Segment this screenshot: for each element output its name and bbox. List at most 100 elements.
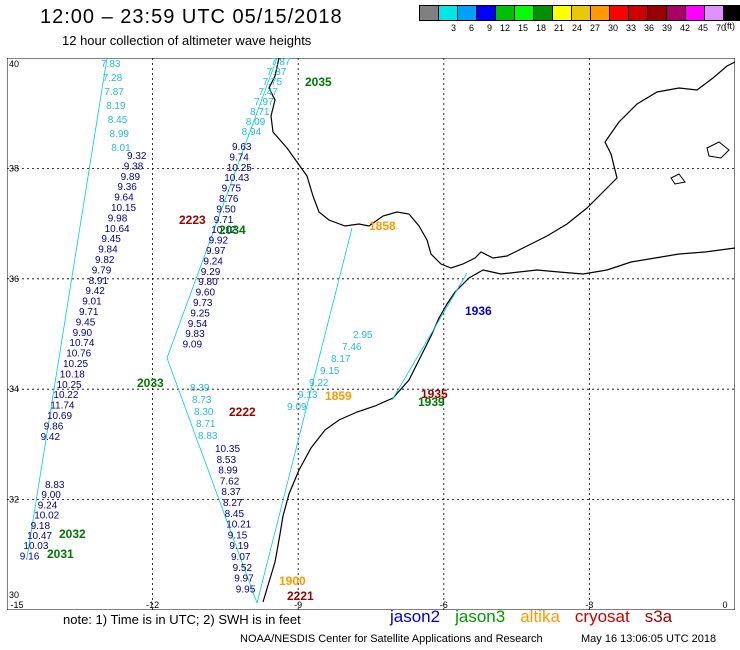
wave-height-value: 8.53 <box>217 455 237 466</box>
pass-time-label: 2033 <box>137 376 164 390</box>
wave-height-value: 9.95 <box>236 584 256 595</box>
legend-label: 15 <box>517 23 528 33</box>
wave-height-value: 7.62 <box>220 476 240 487</box>
legend-swatch <box>590 5 610 21</box>
wave-height-value: 10.25 <box>227 163 252 174</box>
wave-height-value: 10.43 <box>224 173 249 184</box>
wave-height-value: 9.90 <box>73 328 93 339</box>
wave-height-value: 7.46 <box>342 342 362 353</box>
wave-height-value: 10.76 <box>66 349 91 360</box>
legend-swatch <box>628 5 648 21</box>
lon-tick-label: -3 <box>585 600 593 610</box>
wave-height-value: 9.15 <box>228 530 248 541</box>
wave-height-value: 9.97 <box>206 246 226 257</box>
wave-height-value: 9.25 <box>190 308 210 319</box>
lat-tick-label: 34 <box>9 384 19 394</box>
legend-swatch <box>571 5 591 21</box>
wave-height-value: 11.74 <box>50 401 75 412</box>
legend-swatch <box>723 5 740 21</box>
legend-swatch <box>419 5 439 21</box>
wave-height-value: 9.16 <box>20 551 40 562</box>
wave-height-value: 9.18 <box>31 521 51 532</box>
legend-swatch <box>438 5 458 21</box>
wave-height-value: 10.02 <box>34 511 59 522</box>
morocco-coastline <box>262 269 484 603</box>
north-africa-coast <box>482 247 735 275</box>
legend-label: 45 <box>697 23 708 33</box>
wave-height-value: 8.83 <box>45 480 65 491</box>
wave-height-value: 7.47 <box>258 87 278 98</box>
altimeter-track <box>391 272 468 401</box>
lon-tick-label: -9 <box>294 600 302 610</box>
lon-tick-label: 0 <box>722 600 727 610</box>
legend-swatch <box>552 5 572 21</box>
lat-tick-label: 40 <box>9 59 19 69</box>
wave-height-value: 9.89 <box>121 172 141 183</box>
wave-height-value: 9.75 <box>222 184 242 195</box>
lon-tick-label: -12 <box>146 600 159 610</box>
wave-height-value: 10.25 <box>63 359 88 370</box>
wave-height-value: 9.60 <box>196 288 216 299</box>
legend-swatch <box>685 5 705 21</box>
wave-height-value: 7.87 <box>104 87 124 98</box>
legend-swatch <box>704 5 724 21</box>
wave-height-value: 9.92 <box>209 236 229 247</box>
legend-label: 9 <box>486 23 492 33</box>
wave-height-value: 9.45 <box>76 317 96 328</box>
wave-height-value: 7.97 <box>254 97 274 108</box>
credit-line: NOAA/NESDIS Center for Satellite Applica… <box>240 633 543 645</box>
wave-height-value: 9.36 <box>117 182 137 193</box>
wave-height-value: 9.42 <box>41 432 61 443</box>
wave-height-value: 9.01 <box>82 297 102 308</box>
map-frame <box>7 58 735 610</box>
pass-time-label: 1936 <box>465 304 492 318</box>
wave-height-value: 9.71 <box>214 215 234 226</box>
wave-height-value: 9.98 <box>108 213 128 224</box>
legend-unit: (ft) <box>724 21 735 31</box>
axis-labels: -15 -12 -9 -6 -3 0 40 38 36 34 32 30 <box>9 59 728 610</box>
wave-height-value: 10.35 <box>215 444 240 455</box>
wave-height-value: 9.82 <box>95 255 115 266</box>
wave-height-value: 9.45 <box>101 234 121 245</box>
lon-tick-label: -15 <box>10 600 23 610</box>
legend-swatch <box>457 5 477 21</box>
wave-height-value: 9.09 <box>183 340 203 351</box>
map-title: 12:00 – 23:59 UTC 05/15/2018 <box>40 6 343 28</box>
wave-height-value: 10.21 <box>226 520 251 531</box>
legend-swatch <box>647 5 667 21</box>
legend-label: 70 <box>715 23 726 33</box>
pass-time-label: 2223 <box>179 213 206 227</box>
map-subtitle: 12 hour collection of altimeter wave hei… <box>62 33 312 48</box>
wave-height-value: 9.74 <box>229 152 249 163</box>
legend-swatch <box>476 5 496 21</box>
wave-height-value: 9.86 <box>44 421 64 432</box>
wave-height-value: 9.07 <box>231 552 251 563</box>
satellite-altika: altika <box>520 607 560 626</box>
legend-swatch <box>666 5 686 21</box>
wave-height-value: 9.79 <box>92 265 112 276</box>
legend-label: 21 <box>553 23 564 33</box>
legend-label: 6 <box>468 23 474 33</box>
wave-height-value: 7.83 <box>101 59 121 70</box>
altimeter-track <box>256 227 353 604</box>
wave-height-value: 9.83 <box>185 329 205 340</box>
satellite-jason2: jason2 <box>390 607 441 626</box>
wave-height-value: 10.15 <box>111 203 136 214</box>
map-canvas: 7.83 7.28 7.87 8.19 8.45 8.99 8.019.329.389.89… <box>7 58 735 610</box>
legend-labels: 3 6 9 12 15 18 21 24 27 30 33 36 39 42 45 70 <box>420 23 740 33</box>
wave-height-value: 9.22 <box>309 378 329 389</box>
wave-height-value: 9.54 <box>188 319 208 330</box>
wave-height-value: 9.32 <box>127 151 147 162</box>
pass-time-label: 2221 <box>287 589 314 603</box>
wave-height-value: 8.19 <box>106 101 126 112</box>
wave-height-value: 9.38 <box>124 161 144 172</box>
generated-timestamp: May 16 13:06:05 UTC 2018 <box>581 633 717 645</box>
legend-swatch <box>533 5 553 21</box>
balearic-islands <box>670 141 730 185</box>
legend-label: 27 <box>589 23 600 33</box>
footnote: note: 1) Time is in UTC; 2) SWH is in fe… <box>63 612 301 627</box>
lat-tick-label: 36 <box>9 274 19 284</box>
legend-label: 3 <box>450 23 456 33</box>
iberia-coastline <box>268 58 735 269</box>
